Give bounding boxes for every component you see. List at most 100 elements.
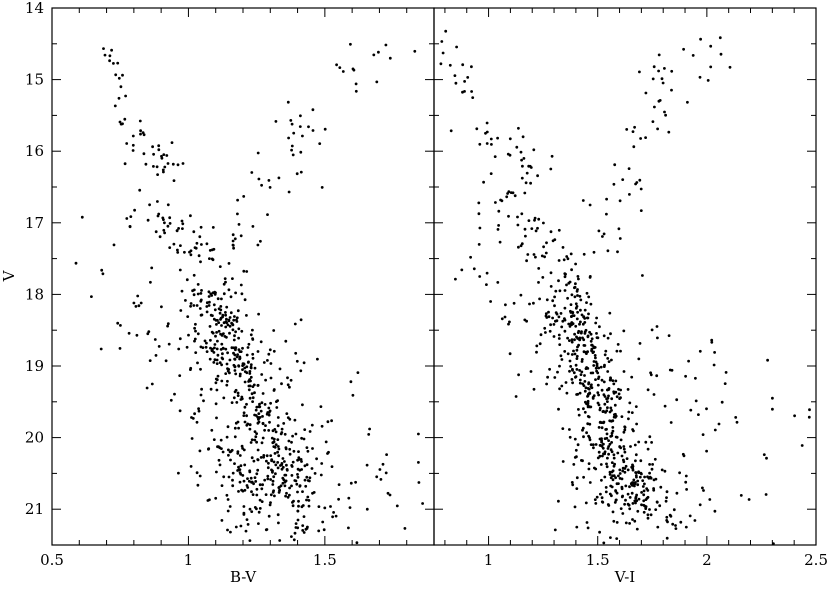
data-point-bv xyxy=(306,495,310,499)
data-point-bv xyxy=(248,423,252,427)
data-point-vi xyxy=(607,394,610,398)
data-point-vi xyxy=(610,461,614,464)
data-point-vi xyxy=(601,235,604,238)
data-point-bv xyxy=(388,493,392,497)
data-point-bv xyxy=(239,234,243,238)
data-point-bv xyxy=(208,357,212,361)
data-point-vi xyxy=(526,253,530,256)
data-point-vi xyxy=(565,283,568,287)
data-point-bv xyxy=(74,261,78,265)
data-point-vi xyxy=(762,453,766,456)
data-point-bv xyxy=(196,283,200,286)
data-point-bv xyxy=(276,513,280,517)
data-point-bv xyxy=(249,333,253,337)
data-point-vi xyxy=(619,396,622,400)
data-point-bv xyxy=(233,357,237,361)
y-tick-label: 19 xyxy=(25,357,44,375)
data-point-bv xyxy=(134,305,138,308)
data-point-bv xyxy=(347,496,351,500)
data-point-bv xyxy=(208,325,212,328)
data-point-bv xyxy=(300,460,303,463)
data-point-vi xyxy=(520,158,523,162)
data-point-bv xyxy=(225,383,229,387)
data-point-bv xyxy=(213,343,217,346)
data-point-vi xyxy=(638,342,642,345)
data-point-vi xyxy=(639,459,643,463)
data-point-vi xyxy=(627,417,630,421)
data-point-bv xyxy=(349,380,353,384)
data-point-vi xyxy=(554,319,557,323)
data-point-bv xyxy=(150,266,154,270)
data-point-vi xyxy=(617,387,620,391)
data-point-vi xyxy=(573,437,577,441)
data-point-bv xyxy=(318,142,322,146)
data-point-bv xyxy=(202,399,205,403)
data-point-bv xyxy=(196,332,200,336)
data-point-vi xyxy=(701,433,705,436)
data-point-bv xyxy=(227,288,231,292)
data-point-vi xyxy=(586,395,589,398)
data-point-vi xyxy=(613,501,617,504)
data-point-bv xyxy=(242,269,246,273)
data-point-bv xyxy=(239,464,243,468)
data-point-vi xyxy=(581,426,585,430)
data-point-bv xyxy=(255,487,259,491)
data-point-vi xyxy=(516,223,520,227)
data-point-bv xyxy=(146,332,150,336)
data-point-bv xyxy=(176,251,180,254)
data-point-bv xyxy=(203,339,207,343)
data-point-bv xyxy=(156,200,159,203)
data-point-bv xyxy=(293,418,297,422)
data-point-bv xyxy=(123,117,127,121)
data-point-bv xyxy=(227,368,231,371)
data-point-bv xyxy=(218,361,222,364)
data-point-vi xyxy=(563,275,567,279)
data-point-vi xyxy=(506,192,509,195)
data-point-bv xyxy=(205,301,209,305)
data-point-bv xyxy=(157,144,161,148)
data-point-vi xyxy=(659,485,663,489)
data-point-vi xyxy=(557,279,560,283)
x-tick-label-bv: 0.5 xyxy=(40,551,64,569)
data-point-vi xyxy=(439,62,443,66)
data-point-vi xyxy=(602,393,606,397)
data-point-bv xyxy=(256,151,260,155)
data-point-bv xyxy=(270,459,273,463)
data-point-bv xyxy=(365,507,369,511)
data-point-bv xyxy=(185,278,189,282)
data-point-bv xyxy=(190,416,193,419)
data-point-bv xyxy=(293,531,297,535)
data-point-vi xyxy=(575,487,579,490)
data-point-bv xyxy=(296,490,299,494)
data-point-bv xyxy=(219,348,223,351)
data-point-vi xyxy=(632,429,635,433)
data-point-bv xyxy=(207,295,211,298)
data-point-vi xyxy=(596,456,600,460)
data-point-bv xyxy=(237,426,241,430)
data-point-bv xyxy=(210,428,214,432)
data-point-bv xyxy=(248,470,252,474)
data-point-vi xyxy=(654,508,658,511)
data-point-bv xyxy=(166,203,170,207)
data-point-bv xyxy=(255,440,258,444)
data-point-vi xyxy=(800,444,804,447)
data-point-bv xyxy=(139,129,143,133)
data-point-vi xyxy=(586,404,590,407)
data-point-vi xyxy=(622,329,626,333)
data-point-vi xyxy=(605,212,608,216)
data-point-vi xyxy=(576,310,579,314)
data-point-bv xyxy=(220,363,224,367)
data-point-vi xyxy=(566,257,570,261)
data-point-vi xyxy=(605,462,608,466)
data-point-bv xyxy=(237,364,241,367)
data-point-vi xyxy=(602,420,606,424)
data-point-bv xyxy=(212,351,216,354)
data-point-vi xyxy=(570,323,574,326)
data-point-bv xyxy=(215,416,218,420)
data-point-bv xyxy=(153,338,157,341)
data-point-bv xyxy=(335,63,338,67)
data-point-vi xyxy=(565,255,569,258)
data-point-vi xyxy=(616,451,620,455)
data-point-vi xyxy=(622,430,626,434)
data-point-vi xyxy=(578,322,581,326)
